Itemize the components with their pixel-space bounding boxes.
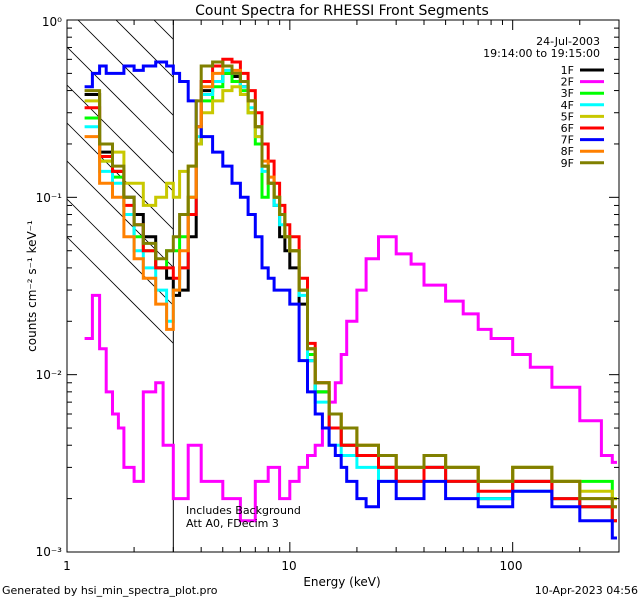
hatch-line bbox=[67, 0, 173, 1]
legend-label-4F: 4F bbox=[561, 99, 574, 112]
legend-label-7F: 7F bbox=[561, 134, 574, 147]
y-axis-label: counts cm⁻² s⁻¹ keV⁻¹ bbox=[25, 220, 39, 352]
legend-label-2F: 2F bbox=[561, 76, 574, 89]
axis-ticks bbox=[66, 19, 620, 553]
series-line-4F bbox=[84, 68, 617, 523]
legend-label-6F: 6F bbox=[561, 122, 574, 135]
x-tick-labels: 1 10 100 bbox=[63, 559, 522, 573]
annotation-attenuator: Att A0, FDecim 3 bbox=[186, 517, 279, 530]
hatch-line bbox=[77, 20, 174, 116]
series-line-1F bbox=[84, 71, 617, 523]
y-tick-label: 10⁻² bbox=[36, 368, 63, 382]
y-tick-label: 10⁻³ bbox=[36, 545, 63, 559]
legend-label-9F: 9F bbox=[561, 157, 574, 170]
y-tick-label: 10⁰ bbox=[42, 15, 62, 29]
date-label: 24-Jul-2003 bbox=[536, 35, 600, 48]
hatch-line bbox=[115, 20, 174, 78]
annotation-background: Includes Background bbox=[186, 504, 301, 517]
chart-title: Count Spectra for RHESSI Front Segments bbox=[195, 3, 489, 19]
y-tick-labels: 10⁻³ 10⁻² 10⁻¹ 10⁰ bbox=[36, 15, 63, 559]
x-tick-label: 1 bbox=[63, 559, 71, 573]
hatch-line bbox=[67, 84, 174, 192]
series-group bbox=[84, 57, 617, 540]
footer-generated-by: Generated by hsi_min_spectra_plot.pro bbox=[2, 584, 218, 597]
time-range-label: 19:14:00 to 19:15:00 bbox=[483, 47, 600, 60]
footer-timestamp: 10-Apr-2023 04:56 bbox=[534, 584, 638, 597]
x-tick-label: 10 bbox=[281, 559, 296, 573]
x-axis-label: Energy (keV) bbox=[303, 575, 380, 589]
legend-label-1F: 1F bbox=[561, 64, 574, 77]
hatched-region bbox=[67, 0, 174, 552]
series-line-9F bbox=[84, 60, 617, 509]
x-tick-label: 100 bbox=[500, 559, 523, 573]
plot-frame bbox=[66, 19, 620, 553]
legend-label-3F: 3F bbox=[561, 87, 574, 100]
y-tick-label: 10⁻¹ bbox=[36, 191, 63, 205]
hatch-line bbox=[67, 236, 174, 344]
legend-label-8F: 8F bbox=[561, 145, 574, 158]
hatch-line bbox=[67, 46, 174, 154]
series-line-7F bbox=[84, 60, 617, 540]
series-line-2F bbox=[84, 235, 617, 523]
legend-label-5F: 5F bbox=[561, 110, 574, 123]
hatch-line bbox=[153, 20, 174, 40]
